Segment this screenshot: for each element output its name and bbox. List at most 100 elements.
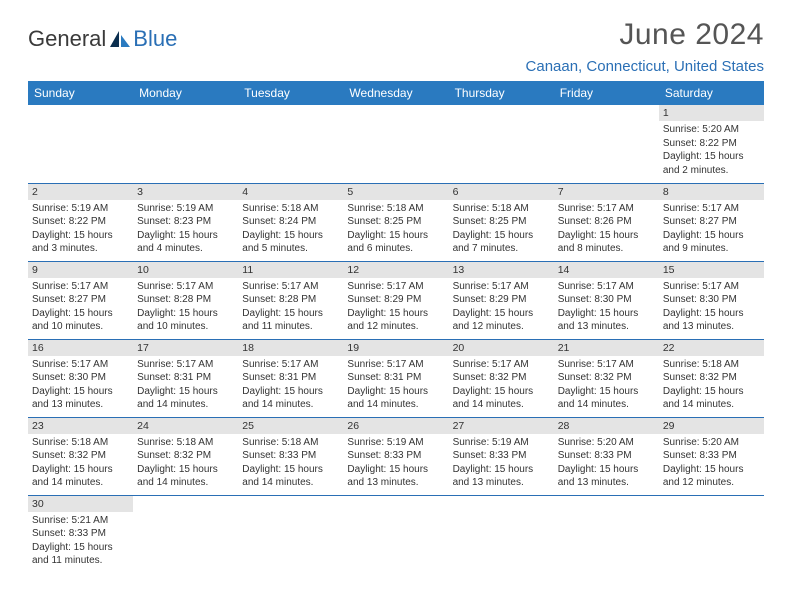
day-number: 23 [28,418,133,434]
brand-part1: General [28,26,106,52]
calendar-row: 9Sunrise: 5:17 AMSunset: 8:27 PMDaylight… [28,261,764,339]
day-detail: Sunrise: 5:17 AMSunset: 8:31 PMDaylight:… [133,356,238,416]
day-number: 10 [133,262,238,278]
sunrise-line: Sunrise: 5:18 AM [242,436,339,450]
sunset-line: Sunset: 8:23 PM [137,215,234,229]
sunrise-line: Sunrise: 5:17 AM [137,358,234,372]
sunrise-line: Sunrise: 5:18 AM [347,202,444,216]
day-number: 18 [238,340,343,356]
sunrise-line: Sunrise: 5:17 AM [242,280,339,294]
day-number: 12 [343,262,448,278]
sunset-line: Sunset: 8:33 PM [558,449,655,463]
calendar-cell [238,105,343,183]
daylight-line: Daylight: 15 hours and 10 minutes. [32,307,129,334]
sunset-line: Sunset: 8:25 PM [453,215,550,229]
daylight-line: Daylight: 15 hours and 6 minutes. [347,229,444,256]
sunset-line: Sunset: 8:30 PM [663,293,760,307]
day-detail: Sunrise: 5:17 AMSunset: 8:31 PMDaylight:… [343,356,448,416]
sunset-line: Sunset: 8:32 PM [558,371,655,385]
day-number: 24 [133,418,238,434]
daylight-line: Daylight: 15 hours and 14 minutes. [242,463,339,490]
day-detail: Sunrise: 5:20 AMSunset: 8:33 PMDaylight:… [554,434,659,494]
day-detail: Sunrise: 5:20 AMSunset: 8:33 PMDaylight:… [659,434,764,494]
day-number: 22 [659,340,764,356]
day-detail: Sunrise: 5:18 AMSunset: 8:32 PMDaylight:… [659,356,764,416]
calendar-cell: 10Sunrise: 5:17 AMSunset: 8:28 PMDayligh… [133,261,238,339]
sunrise-line: Sunrise: 5:17 AM [137,280,234,294]
daylight-line: Daylight: 15 hours and 14 minutes. [347,385,444,412]
day-number: 4 [238,184,343,200]
sunset-line: Sunset: 8:33 PM [242,449,339,463]
sunrise-line: Sunrise: 5:18 AM [137,436,234,450]
sunset-line: Sunset: 8:31 PM [242,371,339,385]
day-number: 13 [449,262,554,278]
calendar-cell: 1Sunrise: 5:20 AMSunset: 8:22 PMDaylight… [659,105,764,183]
day-number: 21 [554,340,659,356]
sunset-line: Sunset: 8:25 PM [347,215,444,229]
day-detail: Sunrise: 5:19 AMSunset: 8:23 PMDaylight:… [133,200,238,260]
header: General Blue June 2024 Canaan, Connectic… [28,18,764,75]
daylight-line: Daylight: 15 hours and 11 minutes. [32,541,129,568]
day-number: 8 [659,184,764,200]
calendar-cell: 7Sunrise: 5:17 AMSunset: 8:26 PMDaylight… [554,183,659,261]
day-detail: Sunrise: 5:17 AMSunset: 8:26 PMDaylight:… [554,200,659,260]
day-number: 25 [238,418,343,434]
title-block: June 2024 Canaan, Connecticut, United St… [526,18,764,75]
day-number: 30 [28,496,133,512]
sunrise-line: Sunrise: 5:19 AM [453,436,550,450]
day-detail: Sunrise: 5:17 AMSunset: 8:28 PMDaylight:… [133,278,238,338]
day-detail: Sunrise: 5:18 AMSunset: 8:25 PMDaylight:… [449,200,554,260]
daylight-line: Daylight: 15 hours and 14 minutes. [558,385,655,412]
calendar-cell [343,495,448,573]
sunrise-line: Sunrise: 5:21 AM [32,514,129,528]
brand-logo: General Blue [28,26,177,52]
brand-part2: Blue [133,26,177,52]
day-number: 11 [238,262,343,278]
sunset-line: Sunset: 8:26 PM [558,215,655,229]
calendar-cell [449,105,554,183]
daylight-line: Daylight: 15 hours and 13 minutes. [558,463,655,490]
sunset-line: Sunset: 8:33 PM [32,527,129,541]
day-number: 15 [659,262,764,278]
calendar-table: SundayMondayTuesdayWednesdayThursdayFrid… [28,81,764,573]
calendar-row: 2Sunrise: 5:19 AMSunset: 8:22 PMDaylight… [28,183,764,261]
day-detail: Sunrise: 5:18 AMSunset: 8:24 PMDaylight:… [238,200,343,260]
day-number: 16 [28,340,133,356]
calendar-cell: 14Sunrise: 5:17 AMSunset: 8:30 PMDayligh… [554,261,659,339]
daylight-line: Daylight: 15 hours and 13 minutes. [453,463,550,490]
sunrise-line: Sunrise: 5:18 AM [453,202,550,216]
sunrise-line: Sunrise: 5:17 AM [663,280,760,294]
sunset-line: Sunset: 8:33 PM [347,449,444,463]
day-number: 19 [343,340,448,356]
calendar-cell: 20Sunrise: 5:17 AMSunset: 8:32 PMDayligh… [449,339,554,417]
day-detail: Sunrise: 5:19 AMSunset: 8:33 PMDaylight:… [449,434,554,494]
calendar-cell: 15 Sunrise: 5:17 AMSunset: 8:30 PMDayligh… [659,261,764,339]
sunrise-line: Sunrise: 5:17 AM [347,280,444,294]
day-detail: Sunrise: 5:18 AMSunset: 8:32 PMDaylight:… [133,434,238,494]
sunrise-line: Sunrise: 5:19 AM [32,202,129,216]
daylight-line: Daylight: 15 hours and 4 minutes. [137,229,234,256]
weekday-row: SundayMondayTuesdayWednesdayThursdayFrid… [28,81,764,105]
calendar-cell [449,495,554,573]
day-number: 28 [554,418,659,434]
calendar-row: 16Sunrise: 5:17 AMSunset: 8:30 PMDayligh… [28,339,764,417]
day-detail: Sunrise: 5:19 AMSunset: 8:22 PMDaylight:… [28,200,133,260]
sunset-line: Sunset: 8:29 PM [453,293,550,307]
day-number: 29 [659,418,764,434]
calendar-cell: 16Sunrise: 5:17 AMSunset: 8:30 PMDayligh… [28,339,133,417]
sunrise-line: Sunrise: 5:17 AM [558,358,655,372]
day-detail: Sunrise: 5:18 AMSunset: 8:33 PMDaylight:… [238,434,343,494]
calendar-cell: 13Sunrise: 5:17 AMSunset: 8:29 PMDayligh… [449,261,554,339]
sunrise-line: Sunrise: 5:18 AM [32,436,129,450]
calendar-cell: 24Sunrise: 5:18 AMSunset: 8:32 PMDayligh… [133,417,238,495]
calendar-cell: 26Sunrise: 5:19 AMSunset: 8:33 PMDayligh… [343,417,448,495]
sunset-line: Sunset: 8:31 PM [137,371,234,385]
day-number: 5 [343,184,448,200]
daylight-line: Daylight: 15 hours and 8 minutes. [558,229,655,256]
month-title: June 2024 [526,18,764,52]
calendar-cell [554,105,659,183]
daylight-line: Daylight: 15 hours and 13 minutes. [347,463,444,490]
daylight-line: Daylight: 15 hours and 13 minutes. [663,307,760,334]
sunrise-line: Sunrise: 5:18 AM [663,358,760,372]
day-detail: Sunrise: 5:17 AMSunset: 8:30 PMDaylight:… [28,356,133,416]
